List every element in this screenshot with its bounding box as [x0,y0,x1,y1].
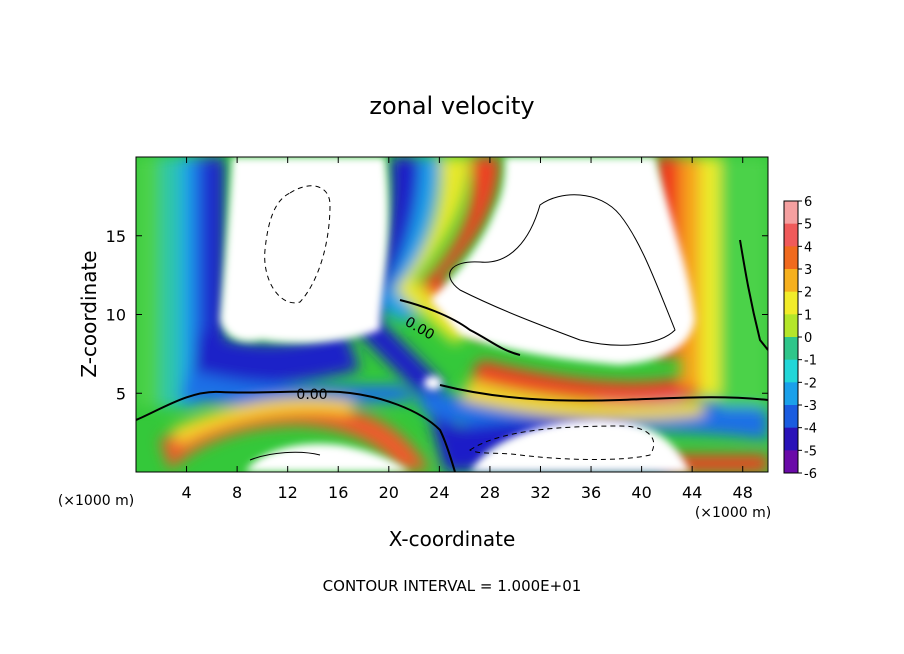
out-of-range-regions [220,157,695,472]
x-tick-label: 4 [181,483,191,502]
y-tick-label: 10 [106,306,126,325]
y-tick-label: 15 [106,227,126,246]
colorbar-swatch [784,382,798,406]
colorbar-label: 0 [804,331,812,346]
y-unit-label: (×1000 m) [58,493,134,509]
colorbar-swatch [784,291,798,315]
colorbar-label: 4 [804,240,812,255]
x-unit-label: (×1000 m) [695,505,771,521]
x-tick-label: 24 [429,483,449,502]
colorbar-swatch [784,405,798,429]
x-tick-label: 28 [480,483,500,502]
colorbar-swatch [784,201,798,225]
x-tick-label: 12 [278,483,298,502]
colorbar-label: -1 [804,354,817,369]
chart-title: zonal velocity [369,92,534,120]
colorbar-label: -3 [804,399,817,414]
colorbar: 6 5 4 3 2 1 0 -1 -2 -3 -4 -5 -6 [783,195,817,482]
colorbar-label: -2 [804,376,817,391]
y-tick-label: 5 [116,384,126,403]
plot-area: 0.00 0.00 [136,157,768,472]
contour-label: 0.00 [296,387,327,403]
colorbar-swatch [784,314,798,338]
colorbar-label: 5 [804,218,812,233]
colorbar-label: 1 [804,308,812,323]
x-tick-label: 44 [682,483,702,502]
x-tick-label: 32 [530,483,550,502]
colorbar-label: 2 [804,286,812,301]
x-axis-label: X-coordinate [389,527,516,551]
footer-note: CONTOUR INTERVAL = 1.000E+01 [323,577,582,595]
colorbar-swatch [784,450,798,474]
colorbar-swatch [784,269,798,293]
colorbar-swatch [784,223,798,247]
colorbar-swatch [784,427,798,451]
x-tick-label: 20 [379,483,399,502]
x-tick-label: 36 [581,483,601,502]
colorbar-label: 6 [804,195,812,210]
y-axis: 5 10 15 [106,227,768,403]
colorbar-label: -4 [804,422,817,437]
colorbar-swatch [784,246,798,270]
colorbar-label: 3 [804,263,812,278]
colorbar-label: -6 [804,467,817,482]
x-tick-label: 48 [733,483,753,502]
x-tick-label: 40 [631,483,651,502]
y-axis-label: Z-coordinate [77,250,101,377]
colorbar-label: -5 [804,444,817,459]
x-tick-label: 8 [232,483,242,502]
contour-lines [136,185,768,472]
colorbar-swatch [784,337,798,361]
x-axis: 4 8 12 16 20 24 28 32 36 40 44 48 [181,157,753,502]
colorbar-swatch [784,359,798,383]
x-tick-label: 16 [328,483,348,502]
